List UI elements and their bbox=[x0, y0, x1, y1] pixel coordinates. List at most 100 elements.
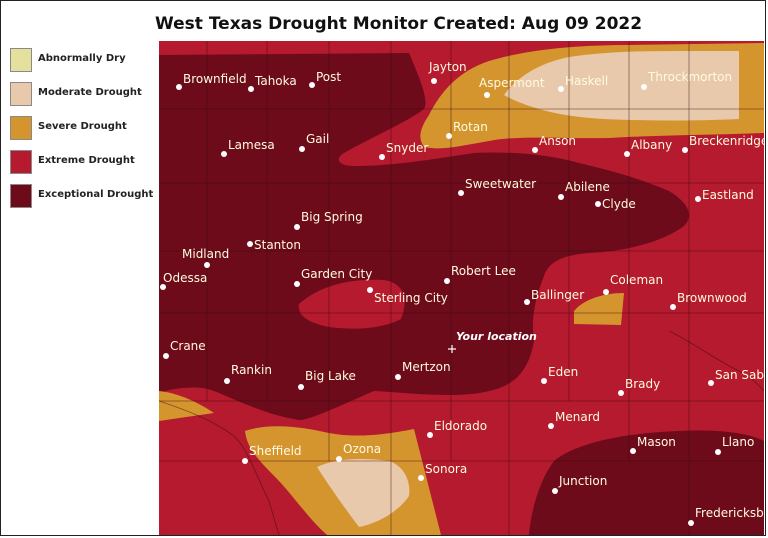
city-clyde[interactable]: Clyde bbox=[595, 197, 636, 211]
city-dot bbox=[630, 448, 636, 454]
city-label: Brownwood bbox=[677, 291, 747, 305]
city-label: Mertzon bbox=[402, 360, 451, 374]
city-dot bbox=[395, 374, 401, 380]
city-dot bbox=[247, 241, 253, 247]
city-rotan[interactable]: Rotan bbox=[446, 120, 488, 139]
your-location-label: Your location bbox=[456, 330, 537, 343]
city-lamesa[interactable]: Lamesa bbox=[221, 138, 275, 157]
city-markers: Brownfield Tahoka Post Jayton Aspermont … bbox=[160, 60, 764, 526]
city-dot bbox=[552, 488, 558, 494]
legend-label: Severe Drought bbox=[38, 121, 127, 132]
city-post[interactable]: Post bbox=[309, 70, 341, 88]
legend-item-exceptional-drought: Exceptional Drought bbox=[8, 184, 158, 218]
city-biglake[interactable]: Big Lake bbox=[298, 369, 356, 390]
city-label: Midland bbox=[182, 247, 229, 261]
city-dot bbox=[446, 133, 452, 139]
city-dot bbox=[541, 378, 547, 384]
city-anson[interactable]: Anson bbox=[532, 134, 576, 153]
city-label: Rotan bbox=[453, 120, 488, 134]
city-breckenridge[interactable]: Breckenridge bbox=[682, 134, 764, 153]
city-label: Mason bbox=[637, 435, 676, 449]
city-eastland[interactable]: Eastland bbox=[695, 188, 754, 202]
city-label: Tahoka bbox=[254, 74, 297, 88]
city-label: Menard bbox=[555, 410, 600, 424]
city-haskell[interactable]: Haskell bbox=[558, 74, 608, 92]
city-ballinger[interactable]: Ballinger bbox=[524, 288, 584, 305]
city-junction[interactable]: Junction bbox=[552, 474, 607, 494]
city-tahoka[interactable]: Tahoka bbox=[248, 74, 297, 92]
city-brownfield[interactable]: Brownfield bbox=[176, 72, 247, 90]
city-label: Breckenridge bbox=[689, 134, 764, 148]
city-llano[interactable]: Llano bbox=[715, 435, 754, 455]
city-fredericksburg[interactable]: Fredericksburg bbox=[688, 506, 764, 526]
city-dot bbox=[176, 84, 182, 90]
your-location-marker[interactable]: Your location bbox=[448, 330, 537, 353]
city-dot bbox=[379, 154, 385, 160]
city-throckmorton[interactable]: Throckmorton bbox=[641, 70, 732, 90]
city-dot bbox=[548, 423, 554, 429]
city-label: Rankin bbox=[231, 363, 272, 377]
city-label: Sheffield bbox=[249, 444, 302, 458]
city-dot bbox=[309, 82, 315, 88]
city-label: Big Lake bbox=[305, 369, 356, 383]
city-label: Sonora bbox=[425, 462, 467, 476]
city-rankin[interactable]: Rankin bbox=[224, 363, 272, 384]
city-dot bbox=[444, 278, 450, 284]
city-robertlee[interactable]: Robert Lee bbox=[444, 264, 516, 284]
city-dot bbox=[294, 281, 300, 287]
city-snyder[interactable]: Snyder bbox=[379, 141, 428, 160]
city-eden[interactable]: Eden bbox=[541, 365, 578, 384]
legend-item-moderate-drought: Moderate Drought bbox=[8, 82, 158, 116]
city-abilene[interactable]: Abilene bbox=[558, 180, 610, 200]
city-sansaba[interactable]: San Saba bbox=[708, 368, 764, 386]
city-dot bbox=[603, 289, 609, 295]
city-label: Odessa bbox=[163, 271, 207, 285]
city-dot bbox=[532, 147, 538, 153]
city-dot bbox=[160, 284, 166, 290]
city-label: Haskell bbox=[565, 74, 608, 88]
city-label: Brownfield bbox=[183, 72, 247, 86]
city-sweetwater[interactable]: Sweetwater bbox=[458, 177, 536, 196]
city-gardencity[interactable]: Garden City bbox=[294, 267, 372, 287]
drought-map-svg: Brownfield Tahoka Post Jayton Aspermont … bbox=[159, 41, 764, 535]
city-label: Eden bbox=[548, 365, 578, 379]
city-albany[interactable]: Albany bbox=[624, 138, 672, 157]
city-dot bbox=[458, 190, 464, 196]
city-dot bbox=[248, 86, 254, 92]
city-label: Sterling City bbox=[374, 291, 448, 305]
city-stanton[interactable]: Stanton bbox=[247, 238, 301, 252]
city-sonora[interactable]: Sonora bbox=[418, 462, 467, 481]
city-sterlingcity[interactable]: Sterling City bbox=[367, 287, 448, 305]
legend-label: Exceptional Drought bbox=[38, 189, 154, 200]
city-odessa[interactable]: Odessa bbox=[160, 271, 207, 290]
city-dot bbox=[298, 384, 304, 390]
city-aspermont[interactable]: Aspermont bbox=[479, 76, 545, 98]
city-sheffield[interactable]: Sheffield bbox=[242, 444, 302, 464]
city-label: Stanton bbox=[254, 238, 301, 252]
city-jayton[interactable]: Jayton bbox=[428, 60, 467, 84]
city-label: Jayton bbox=[428, 60, 467, 74]
city-dot bbox=[688, 520, 694, 526]
city-dot bbox=[484, 92, 490, 98]
city-label: Garden City bbox=[301, 267, 372, 281]
city-mason[interactable]: Mason bbox=[630, 435, 676, 454]
city-label: Lamesa bbox=[228, 138, 275, 152]
city-crane[interactable]: Crane bbox=[163, 339, 206, 359]
city-bigspring[interactable]: Big Spring bbox=[294, 210, 363, 230]
severe-drought-area-coleman bbox=[574, 293, 624, 325]
city-dot bbox=[224, 378, 230, 384]
city-eldorado[interactable]: Eldorado bbox=[427, 419, 487, 438]
city-coleman[interactable]: Coleman bbox=[603, 273, 663, 295]
city-brady[interactable]: Brady bbox=[618, 377, 660, 396]
city-ozona[interactable]: Ozona bbox=[336, 442, 381, 462]
legend-swatch bbox=[10, 116, 32, 140]
city-gail[interactable]: Gail bbox=[299, 132, 329, 152]
drought-map[interactable]: Brownfield Tahoka Post Jayton Aspermont … bbox=[159, 41, 764, 535]
city-menard[interactable]: Menard bbox=[548, 410, 600, 429]
city-brownwood[interactable]: Brownwood bbox=[670, 291, 747, 310]
legend-swatch bbox=[10, 184, 32, 208]
city-mertzon[interactable]: Mertzon bbox=[395, 360, 451, 380]
extreme-drought-island bbox=[298, 279, 405, 329]
city-label: Sweetwater bbox=[465, 177, 536, 191]
city-midland[interactable]: Midland bbox=[182, 247, 229, 268]
